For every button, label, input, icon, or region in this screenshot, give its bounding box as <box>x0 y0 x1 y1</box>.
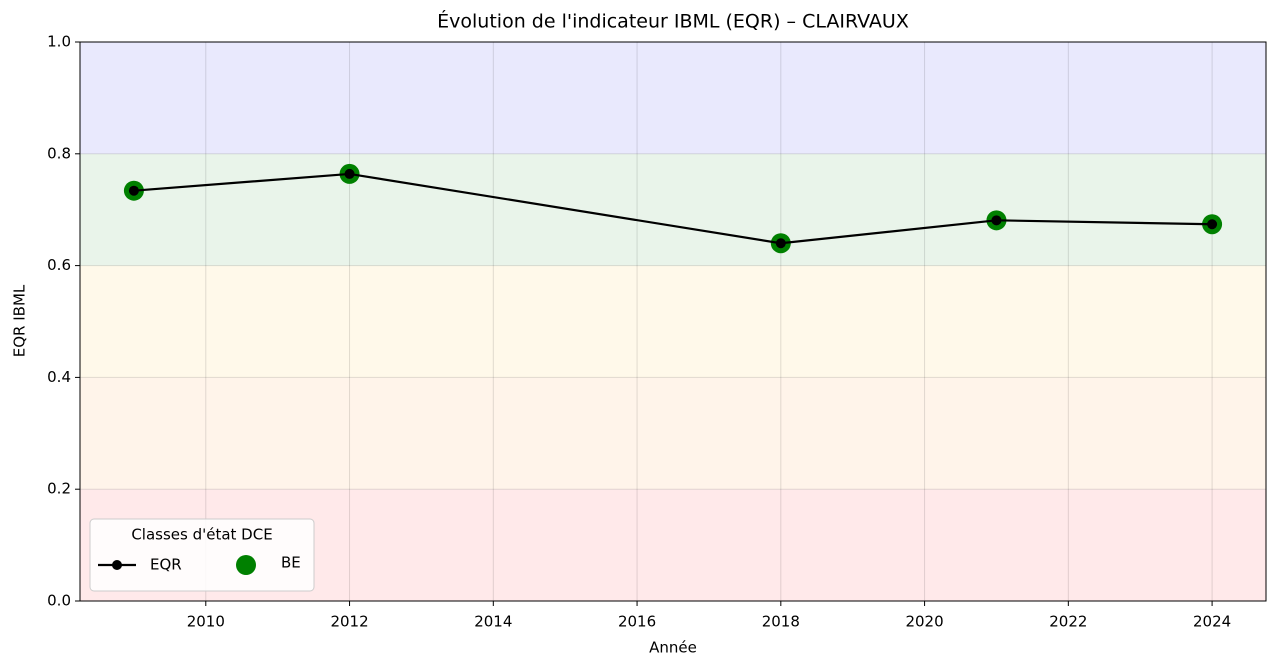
y-tick-label: 0.4 <box>47 368 71 386</box>
chart-title: Évolution de l'indicateur IBML (EQR) – C… <box>437 10 909 33</box>
legend-title: Classes d'état DCE <box>131 526 272 544</box>
eqr-point <box>991 215 1002 226</box>
x-tick-label: 2020 <box>905 613 943 631</box>
y-tick-label: 0.8 <box>47 144 71 162</box>
y-tick-label: 1.0 <box>47 33 71 51</box>
legend-box <box>89 518 315 592</box>
x-tick-label: 2014 <box>474 613 512 631</box>
class-band <box>80 265 1266 378</box>
legend-swatch <box>236 555 256 575</box>
eqr-point <box>128 185 139 196</box>
class-band <box>80 42 1266 154</box>
legend-swatch <box>112 560 122 570</box>
y-tick-label: 0.0 <box>47 592 71 610</box>
x-tick-label: 2022 <box>1049 613 1087 631</box>
legend-label: BE <box>281 554 301 572</box>
eqr-point <box>775 238 786 249</box>
y-tick-label: 0.2 <box>47 480 71 498</box>
eqr-point <box>1207 219 1218 230</box>
plot-frame <box>79 41 1267 602</box>
y-axis-label: EQR IBML <box>11 284 29 357</box>
y-tick-label: 0.6 <box>47 256 71 274</box>
class-band <box>80 377 1266 490</box>
x-tick-label: 2012 <box>330 613 368 631</box>
eqr-point <box>344 168 355 179</box>
class-band <box>80 153 1266 266</box>
x-tick-label: 2010 <box>187 613 225 631</box>
x-axis-label: Année <box>649 639 697 657</box>
legend-label: EQR <box>150 556 182 574</box>
x-tick-label: 2024 <box>1193 613 1231 631</box>
legend: Classes d'état DCE EQR BE <box>89 518 315 592</box>
x-tick-label: 2016 <box>618 613 656 631</box>
x-tick-label: 2018 <box>762 613 800 631</box>
